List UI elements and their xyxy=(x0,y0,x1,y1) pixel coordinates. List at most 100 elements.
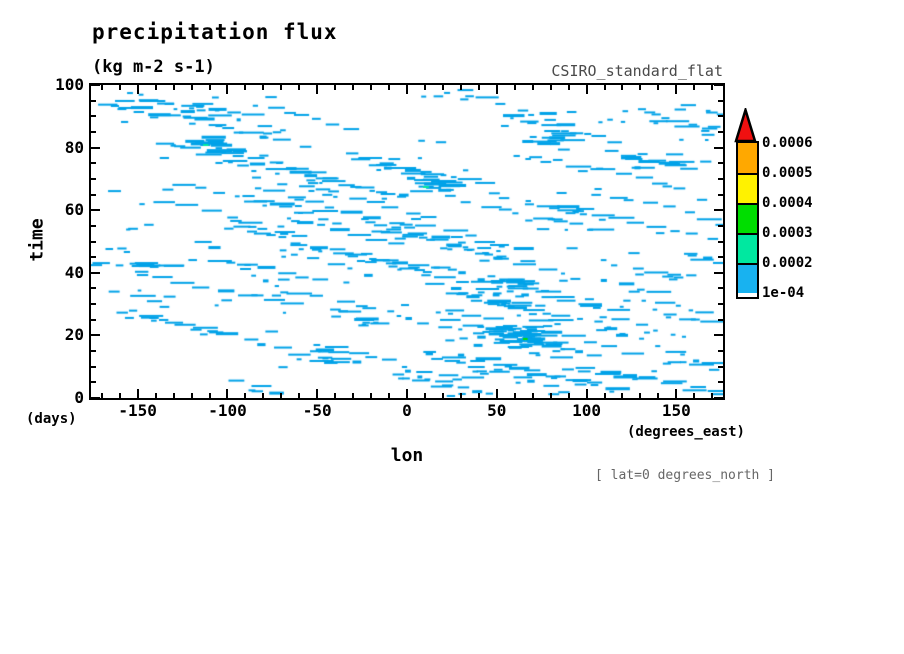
y-tick-right xyxy=(714,397,723,399)
y-tick-right xyxy=(718,350,723,353)
x-tick-top xyxy=(585,85,588,94)
colorbar-level-label: 0.0004 xyxy=(762,195,813,211)
y-tick-left xyxy=(91,162,96,165)
x-tick-label: -150 xyxy=(118,401,157,420)
y-tick-left xyxy=(91,271,100,274)
x-tick-label: 100 xyxy=(572,401,601,420)
x-tick-bottom xyxy=(370,393,373,398)
page-title: precipitation flux xyxy=(92,20,338,44)
y-tick-left xyxy=(91,177,96,180)
x-tick-top xyxy=(567,85,570,90)
slice-context-label: [ lat=0 degrees_north ] xyxy=(594,468,775,483)
x-tick-top xyxy=(388,85,391,90)
x-tick-top xyxy=(280,85,283,90)
y-tick-right xyxy=(718,162,723,165)
y-tick-right xyxy=(718,193,723,196)
x-tick-label: 150 xyxy=(661,401,691,420)
y-tick-label: 40 xyxy=(64,262,84,282)
y-tick-label: 0 xyxy=(74,388,84,407)
y-tick-right xyxy=(714,271,723,274)
x-tick-bottom xyxy=(603,393,606,398)
x-tick-bottom xyxy=(334,393,337,398)
x-tick-top xyxy=(334,85,337,90)
x-tick-bottom xyxy=(352,393,355,398)
colorbar-level-label: 0.0003 xyxy=(762,225,813,241)
x-tick-bottom xyxy=(280,393,283,398)
x-tick-top xyxy=(136,85,139,94)
x-tick-bottom xyxy=(441,393,444,398)
x-tick-top xyxy=(298,85,301,90)
x-tick-top xyxy=(208,85,211,90)
y-tick-left xyxy=(91,240,96,243)
y-tick-right xyxy=(718,365,723,368)
x-tick-bottom xyxy=(693,393,696,398)
colorbar xyxy=(736,141,759,299)
y-tick-right xyxy=(714,84,723,86)
x-tick-top xyxy=(316,85,319,94)
y-tick-right xyxy=(718,303,723,306)
x-tick-top xyxy=(262,85,265,90)
y-tick-right xyxy=(718,381,723,384)
x-tick-top xyxy=(244,85,247,90)
variable-units-label: (kg m-2 s-1) xyxy=(92,57,215,77)
colorbar-segment xyxy=(738,233,757,263)
x-tick-bottom xyxy=(477,393,480,398)
y-axis-title: time xyxy=(26,218,48,262)
x-axis-title: lon xyxy=(390,445,424,466)
y-tick-right xyxy=(718,177,723,180)
y-tick-right xyxy=(718,240,723,243)
x-tick-bottom xyxy=(262,393,265,398)
x-tick-top xyxy=(621,85,624,90)
y-tick-label: 20 xyxy=(64,325,84,345)
y-axis-unit-label: (days) xyxy=(26,411,77,427)
x-tick-bottom xyxy=(406,389,408,398)
x-tick-bottom xyxy=(388,393,391,398)
y-tick-right xyxy=(718,318,723,321)
x-tick-bottom xyxy=(316,389,319,398)
y-tick-label: 100 xyxy=(55,75,84,94)
x-tick-bottom xyxy=(711,393,714,398)
x-tick-top xyxy=(603,85,606,90)
y-tick-left xyxy=(91,224,96,227)
x-tick-top xyxy=(549,85,552,90)
y-tick-right xyxy=(714,209,723,212)
colorbar-level-label: 0.0005 xyxy=(762,165,813,181)
y-tick-left xyxy=(91,365,96,368)
y-tick-right xyxy=(718,287,723,290)
x-tick-bottom xyxy=(639,393,642,398)
precipitation-field-canvas xyxy=(91,85,723,398)
y-tick-left xyxy=(91,84,100,86)
y-tick-left xyxy=(91,115,96,118)
x-tick-top xyxy=(172,85,175,90)
y-tick-right xyxy=(714,146,723,149)
x-tick-bottom xyxy=(298,393,301,398)
x-tick-bottom xyxy=(118,393,121,398)
x-tick-top xyxy=(459,85,462,90)
colorbar-level-label: 0.0006 xyxy=(762,135,813,151)
x-tick-top xyxy=(693,85,696,90)
y-tick-left xyxy=(91,287,96,290)
x-axis-unit-label: (degrees_east) xyxy=(626,424,745,440)
colorbar-segment xyxy=(738,203,757,233)
x-tick-top xyxy=(711,85,714,90)
x-tick-bottom xyxy=(208,393,211,398)
x-tick-bottom xyxy=(531,393,534,398)
colorbar-segment xyxy=(738,143,757,173)
x-tick-bottom xyxy=(495,389,498,398)
y-tick-right xyxy=(718,224,723,227)
x-tick-bottom xyxy=(585,389,588,398)
y-tick-left xyxy=(91,193,96,196)
x-tick-bottom xyxy=(100,393,103,398)
y-tick-left xyxy=(91,209,100,212)
y-tick-left xyxy=(91,303,96,306)
y-tick-label: 80 xyxy=(64,137,84,157)
x-tick-label: 50 xyxy=(487,401,507,420)
y-tick-right xyxy=(718,256,723,259)
x-tick-bottom xyxy=(190,393,193,398)
colorbar-segment xyxy=(738,263,757,293)
plot-frame xyxy=(89,83,725,400)
x-tick-bottom xyxy=(136,389,139,398)
x-tick-bottom xyxy=(226,389,229,398)
x-tick-top xyxy=(477,85,480,90)
colorbar-level-label: 0.0002 xyxy=(762,255,813,271)
